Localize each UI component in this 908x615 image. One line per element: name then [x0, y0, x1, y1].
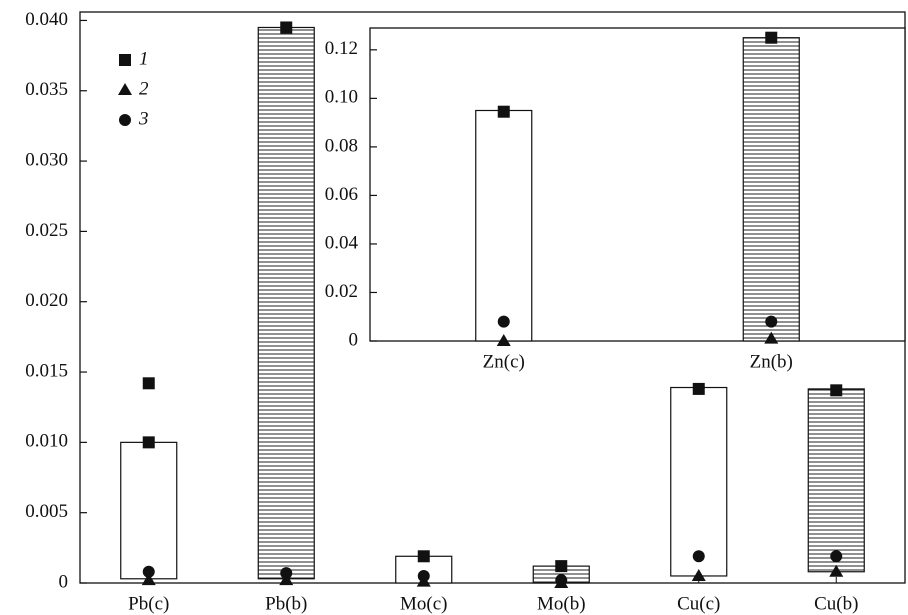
y-tick-label: 0.02: [325, 281, 358, 302]
y-tick-label: 0.025: [25, 220, 68, 241]
y-tick-label: 0.020: [25, 290, 68, 311]
marker: [417, 550, 430, 563]
marker: [497, 105, 510, 118]
marker: [765, 31, 778, 44]
marker: [279, 573, 294, 586]
marker: [692, 550, 705, 563]
y-tick-label: 0.035: [25, 79, 68, 100]
x-tick-label: Mo(c): [400, 593, 447, 614]
marker: [765, 315, 778, 328]
legend-label: 2: [139, 78, 149, 99]
marker: [142, 377, 155, 390]
legend-marker: [119, 114, 131, 126]
y-tick-label: 0.06: [325, 184, 358, 205]
range-bar: [670, 386, 728, 577]
marker: [764, 331, 779, 344]
x-tick-label: Zn(c): [483, 351, 525, 372]
marker: [555, 560, 568, 573]
marker: [692, 382, 705, 395]
plot-frame: [369, 27, 906, 342]
y-tick-label: 0.04: [325, 232, 359, 253]
marker: [142, 436, 155, 449]
y-tick-label: 0.030: [25, 149, 68, 170]
y-tick-label: 0.010: [25, 431, 68, 452]
range-bar: [807, 388, 865, 573]
range-bar: [120, 441, 178, 580]
marker: [830, 384, 843, 397]
legend-label: 1: [139, 48, 149, 69]
marker: [497, 315, 510, 328]
range-bar: [742, 37, 800, 342]
y-tick-label: 0.12: [325, 38, 358, 59]
marker: [829, 564, 844, 577]
marker: [496, 334, 511, 346]
y-tick-label: 0.10: [325, 87, 358, 108]
legend-label: 3: [138, 108, 149, 129]
legend-marker: [118, 83, 132, 95]
x-tick-label: Cu(c): [677, 593, 720, 614]
x-tick-label: Pb(c): [128, 593, 169, 614]
range-bar: [257, 26, 315, 580]
legend-marker: [119, 54, 131, 66]
marker: [555, 574, 568, 587]
y-tick-label: 0.015: [25, 360, 68, 381]
x-tick-label: Pb(b): [265, 593, 307, 614]
y-tick-label: 0.08: [325, 135, 358, 156]
x-tick-label: Cu(b): [814, 593, 858, 614]
marker: [141, 573, 156, 586]
range-bar: [475, 109, 533, 342]
marker: [280, 21, 293, 34]
x-tick-label: Mo(b): [537, 593, 586, 614]
y-tick-label: 0: [59, 571, 69, 592]
marker: [280, 567, 293, 580]
y-tick-label: 0.005: [25, 501, 68, 522]
y-tick-label: 0.040: [25, 9, 68, 30]
marker: [691, 568, 706, 581]
marker: [417, 569, 430, 582]
marker: [142, 565, 155, 578]
marker: [830, 550, 843, 563]
x-tick-label: Zn(b): [750, 351, 793, 372]
y-tick-label: 0: [349, 329, 359, 350]
